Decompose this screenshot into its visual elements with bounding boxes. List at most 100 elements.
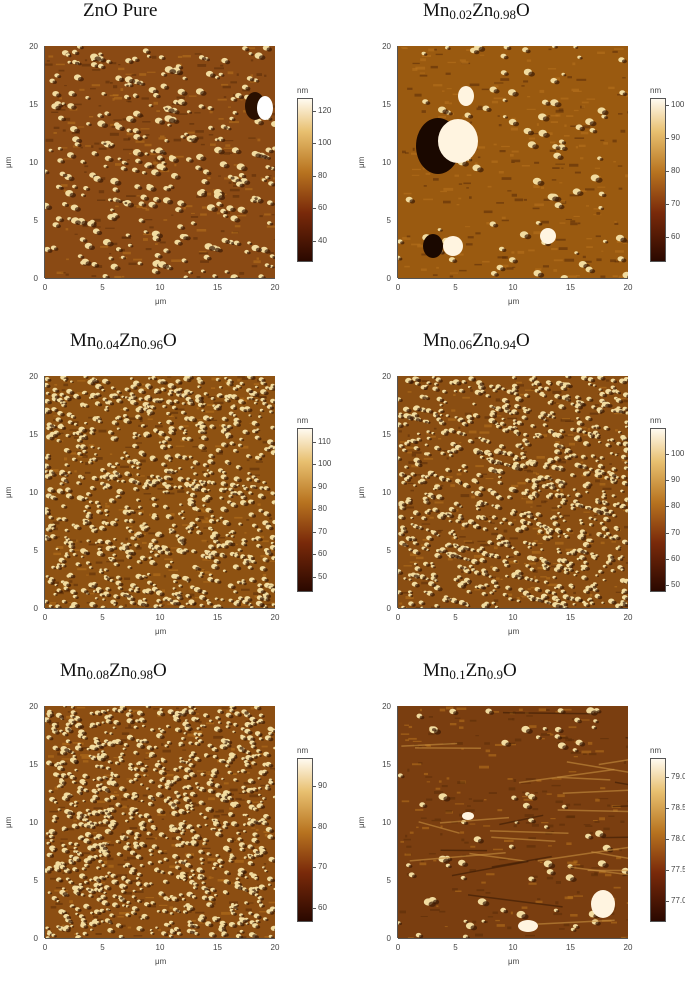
panel-title: Mn0.06Zn0.94O: [423, 330, 530, 353]
colorbar-tick-label: 80: [318, 171, 327, 180]
title-subscript: 0.94: [493, 337, 516, 352]
colorbar-tick-label: 90: [671, 133, 680, 142]
x-tick-label: 0: [35, 943, 55, 952]
y-tick-label: 10: [24, 488, 38, 497]
title-subscript: 0.96: [140, 337, 163, 352]
colorbar: [297, 428, 313, 592]
y-tick-label: 15: [24, 430, 38, 439]
x-tick-label: 0: [388, 283, 408, 292]
colorbar-tick-label: 100: [671, 100, 684, 109]
y-tick-label: 10: [377, 818, 391, 827]
afm-height-map: [398, 46, 628, 278]
y-tick-label: 20: [377, 702, 391, 711]
x-tick-label: 5: [446, 613, 466, 622]
y-axis-label: μm: [357, 487, 366, 498]
x-tick-label: 0: [35, 283, 55, 292]
x-tick-label: 10: [150, 943, 170, 952]
colorbar-tick-label: 78.0: [671, 834, 685, 843]
colorbar-tick-label: 60: [671, 554, 680, 563]
colorbar-unit: nm: [297, 86, 308, 95]
y-tick-label: 0: [24, 934, 38, 943]
y-tick-label: 20: [24, 372, 38, 381]
y-axis-line: [397, 376, 398, 608]
colorbar-tick-label: 80: [318, 504, 327, 513]
x-tick-label: 5: [93, 613, 113, 622]
title-text: O: [503, 660, 517, 681]
x-tick-label: 20: [265, 943, 285, 952]
afm-height-map: [398, 706, 628, 938]
colorbar-tick-label: 60: [318, 549, 327, 558]
title-subscript: 0.02: [449, 7, 472, 22]
panel-title: ZnO Pure: [83, 0, 157, 22]
x-axis-label: μm: [508, 957, 519, 966]
colorbar: [297, 758, 313, 922]
x-axis-label: μm: [155, 957, 166, 966]
colorbar-tick-label: 50: [318, 572, 327, 581]
title-text: O: [153, 660, 167, 681]
colorbar-tick-label: 110: [318, 437, 331, 446]
title-subscript: 0.9: [487, 667, 503, 682]
y-tick-label: 10: [24, 818, 38, 827]
colorbar-tick-label: 90: [671, 475, 680, 484]
colorbar-tick-label: 77.5: [671, 865, 685, 874]
x-tick-label: 5: [93, 283, 113, 292]
colorbar-tick-label: 79.0: [671, 772, 685, 781]
colorbar-unit: nm: [650, 746, 661, 755]
y-tick-label: 10: [377, 158, 391, 167]
title-text: Zn: [472, 330, 493, 351]
x-axis-line: [398, 938, 628, 939]
colorbar-tick-label: 60: [318, 203, 327, 212]
x-axis-label: μm: [155, 627, 166, 636]
title-text: Mn: [70, 330, 96, 351]
y-tick-label: 0: [377, 274, 391, 283]
title-subscript: 0.04: [96, 337, 119, 352]
y-axis-label: μm: [4, 487, 13, 498]
x-tick-label: 20: [265, 283, 285, 292]
colorbar-tick-label: 120: [318, 106, 331, 115]
colorbar-tick-label: 50: [671, 580, 680, 589]
y-axis-label: μm: [4, 157, 13, 168]
y-tick-label: 15: [377, 430, 391, 439]
colorbar-tick-label: 60: [318, 903, 327, 912]
title-text: Mn: [60, 660, 86, 681]
panel-title: Mn0.04Zn0.96O: [70, 330, 177, 353]
colorbar-tick-label: 80: [671, 166, 680, 175]
x-axis-line: [45, 278, 275, 279]
colorbar-tick-label: 80: [318, 822, 327, 831]
y-tick-label: 5: [377, 876, 391, 885]
y-tick-label: 15: [377, 760, 391, 769]
y-tick-label: 0: [24, 274, 38, 283]
afm-height-map: [398, 376, 628, 608]
title-subscript: 0.98: [493, 7, 516, 22]
x-axis-line: [45, 608, 275, 609]
colorbar: [650, 98, 666, 262]
afm-height-map: [45, 46, 275, 278]
colorbar-unit: nm: [297, 746, 308, 755]
y-axis-line: [44, 46, 45, 278]
x-tick-label: 0: [388, 943, 408, 952]
title-text: Mn: [423, 660, 449, 681]
title-text: O: [163, 330, 177, 351]
x-axis-line: [45, 938, 275, 939]
title-text: Zn: [466, 660, 487, 681]
x-tick-label: 5: [446, 283, 466, 292]
x-tick-label: 10: [503, 613, 523, 622]
colorbar: [297, 98, 313, 262]
colorbar-tick-label: 70: [318, 527, 327, 536]
y-tick-label: 5: [377, 546, 391, 555]
panel-title: Mn0.1Zn0.9O: [423, 660, 517, 683]
y-tick-label: 15: [24, 760, 38, 769]
x-axis-label: μm: [508, 297, 519, 306]
y-tick-label: 5: [24, 876, 38, 885]
y-tick-label: 10: [24, 158, 38, 167]
x-tick-label: 15: [561, 613, 581, 622]
title-text: Zn: [109, 660, 130, 681]
colorbar-tick-label: 60: [671, 232, 680, 241]
title-subscript: 0.08: [86, 667, 109, 682]
